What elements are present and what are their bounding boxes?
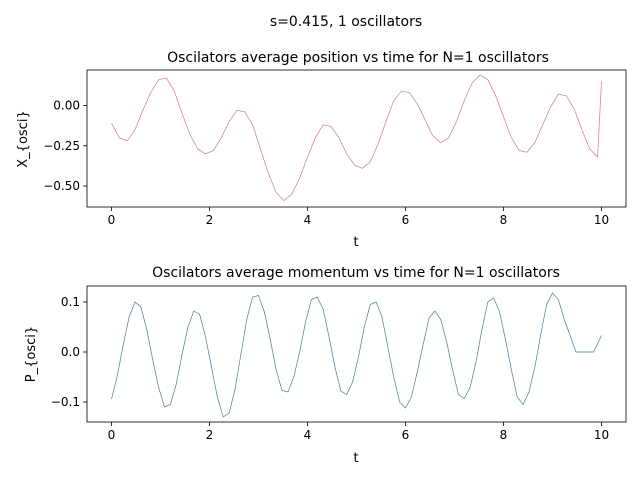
momentum-x-tick-label: 0 (108, 428, 116, 442)
position-y-axis-label: X_{osci} (16, 110, 31, 167)
position-x-ticks: 0 2 4 6 8 10 (108, 207, 609, 227)
position-chart-title: Oscilators average position vs time for … (167, 50, 549, 66)
momentum-series-line (111, 292, 602, 418)
momentum-x-tick-label: 10 (594, 428, 609, 442)
position-y-tick-label: 0.00 (53, 98, 80, 112)
position-subplot: Oscilators average position vs time for … (16, 50, 627, 250)
momentum-x-ticks: 0 2 4 6 8 10 (108, 422, 609, 442)
momentum-y-tick-label: 0.0 (61, 345, 80, 359)
position-y-tick-label: −0.50 (43, 179, 80, 193)
position-y-tick-label: −0.25 (43, 139, 80, 153)
momentum-x-tick-label: 2 (206, 428, 214, 442)
momentum-x-tick-label: 4 (304, 428, 312, 442)
momentum-y-ticks: 0.1 0.0 −0.1 (51, 295, 87, 409)
momentum-x-tick-label: 8 (500, 428, 508, 442)
figure-suptitle: s=0.415, 1 oscillators (270, 14, 422, 30)
momentum-y-axis-label: P_{osci} (24, 326, 39, 382)
momentum-x-tick-label: 6 (402, 428, 410, 442)
position-series-line (111, 74, 602, 202)
position-x-tick-label: 2 (206, 213, 214, 227)
momentum-axes-frame (86, 285, 627, 423)
momentum-x-axis-label: t (353, 451, 358, 466)
momentum-subplot: Oscilators average momentum vs time for … (24, 265, 627, 466)
position-x-tick-label: 6 (402, 213, 410, 227)
position-x-tick-label: 10 (594, 213, 609, 227)
position-x-tick-label: 4 (304, 213, 312, 227)
position-x-tick-label: 8 (500, 213, 508, 227)
position-x-axis-label: t (353, 235, 358, 250)
position-y-ticks: 0.00 −0.25 −0.50 (43, 98, 87, 193)
momentum-y-tick-label: −0.1 (51, 395, 80, 409)
momentum-chart-title: Oscilators average momentum vs time for … (152, 265, 560, 281)
position-axes-frame (86, 69, 627, 208)
position-x-tick-label: 0 (108, 213, 116, 227)
momentum-y-tick-label: 0.1 (61, 295, 80, 309)
